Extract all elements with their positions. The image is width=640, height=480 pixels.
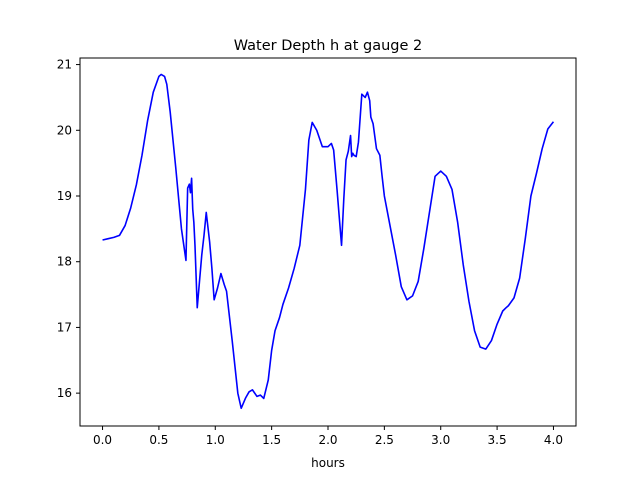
y-tick-label: 18 bbox=[57, 255, 72, 269]
y-tick-label: 19 bbox=[57, 189, 72, 203]
x-tick-label: 3.5 bbox=[488, 433, 507, 447]
x-tick-label: 0.0 bbox=[93, 433, 112, 447]
x-tick-label: 2.0 bbox=[318, 433, 337, 447]
x-axis-label: hours bbox=[311, 456, 345, 470]
y-tick-label: 20 bbox=[57, 123, 72, 137]
x-tick-label: 2.5 bbox=[375, 433, 394, 447]
series-line bbox=[102, 73, 555, 410]
y-tick-label: 17 bbox=[57, 320, 72, 334]
x-axis-ticks: 0.0 0.5 1.0 1.5 2.0 2.5 3.0 3.5 4.0 bbox=[93, 426, 563, 447]
x-tick-label: 0.5 bbox=[149, 433, 168, 447]
chart-title: Water Depth h at gauge 2 bbox=[234, 38, 422, 54]
x-tick-label: 4.0 bbox=[544, 433, 563, 447]
y-tick-label: 21 bbox=[57, 58, 72, 72]
x-tick-label: 1.5 bbox=[262, 433, 281, 447]
y-axis-ticks: 16 17 18 19 20 21 bbox=[57, 58, 80, 400]
x-tick-label: 1.0 bbox=[206, 433, 225, 447]
x-tick-label: 3.0 bbox=[431, 433, 450, 447]
y-tick-label: 16 bbox=[57, 386, 72, 400]
